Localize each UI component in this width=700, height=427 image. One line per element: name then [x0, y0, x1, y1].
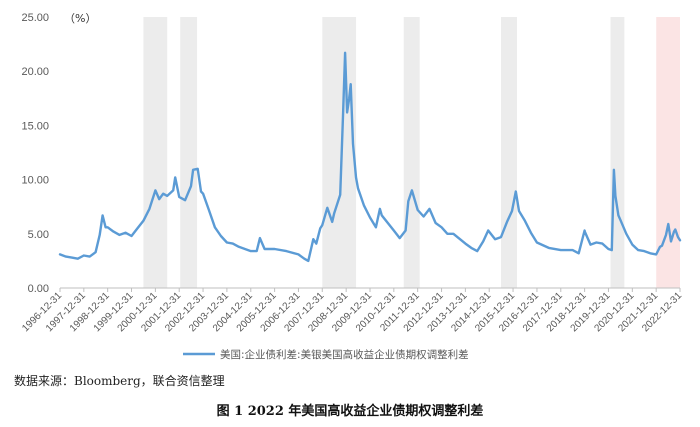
y-tick-label: 25.00: [21, 12, 49, 24]
shaded-period: [501, 17, 517, 288]
shaded-period: [143, 17, 168, 288]
source-note: 数据来源：Bloomberg，联合资信整理: [14, 374, 225, 388]
shaded-period: [322, 17, 357, 288]
y-tick-label: 10.00: [21, 175, 49, 187]
y-tick-label: 5.00: [28, 229, 49, 241]
shaded-periods: [143, 17, 680, 288]
x-axis-ticks: 1996-12-311997-12-311998-12-311999-12-31…: [20, 288, 684, 334]
figure-caption: 图 1 2022 年美国高收益企业债期权调整利差: [216, 404, 484, 419]
legend: 美国:企业债利差:美银美国高收益企业债期权调整利差: [183, 348, 469, 360]
spread-line-chart: （%） 0.00 5.00 10.00 15.00 20.00 25.00 1996-12…: [20, 12, 684, 360]
y-axis-ticks: 0.00 5.00 10.00 15.00 20.00 25.00: [21, 12, 49, 295]
y-axis-unit-label: （%）: [64, 12, 96, 25]
y-tick-label: 0.00: [28, 283, 49, 295]
shaded-period: [180, 17, 198, 288]
shaded-period: [656, 17, 680, 288]
legend-label: 美国:企业债利差:美银美国高收益企业债期权调整利差: [220, 348, 469, 360]
y-tick-label: 15.00: [21, 120, 49, 132]
series-line: [58, 51, 682, 263]
y-tick-label: 20.00: [21, 66, 49, 78]
shaded-period: [403, 17, 420, 288]
